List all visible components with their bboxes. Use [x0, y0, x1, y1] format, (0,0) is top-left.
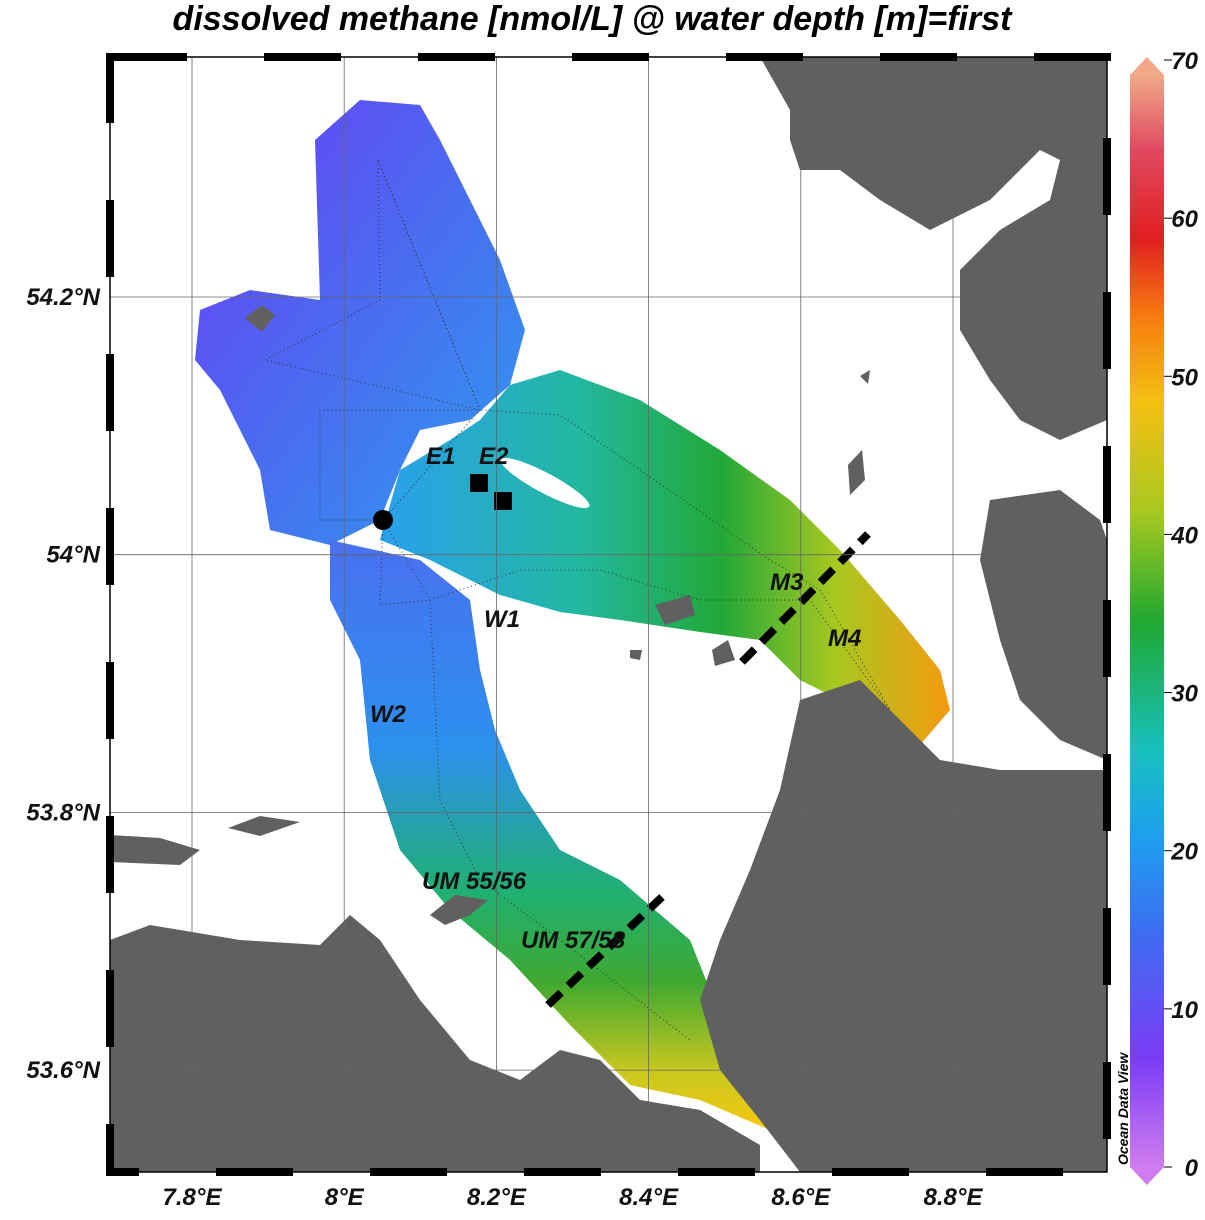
lon-tick-label: 8.4°E	[619, 1184, 679, 1211]
lat-tick-label: 54.2°N	[26, 284, 100, 311]
lat-tick-label: 53.6°N	[26, 1057, 100, 1084]
station-label: E1	[426, 443, 455, 470]
station-circle	[373, 510, 393, 530]
plume-south	[330, 540, 770, 1130]
colorbar-tick-label: 40	[1170, 522, 1198, 549]
colorbar-tick-label: 70	[1171, 48, 1198, 75]
lon-tick-label: 8.8°E	[924, 1184, 984, 1211]
station-label: W2	[370, 701, 407, 728]
lon-tick-label: 8°E	[325, 1184, 365, 1211]
cruise-track	[263, 159, 891, 1041]
colorbar-min-arrow	[1130, 1167, 1164, 1185]
colorbar-tick-label: 0	[1185, 1155, 1199, 1182]
station-labels: E1 E2 W1 W2 M3 M4 UM 55/56 UM 57/58	[370, 443, 861, 954]
lat-tick-label: 54°N	[46, 542, 100, 569]
station-square	[470, 474, 488, 492]
title: dissolved methane [nmol/L] @ water depth…	[173, 0, 1014, 38]
lon-tick-label: 8.6°E	[771, 1184, 831, 1211]
station-label: M3	[770, 569, 804, 596]
sandbank	[500, 457, 590, 509]
station-label: UM 57/58	[521, 927, 626, 954]
colorbar-tick-label: 60	[1171, 206, 1198, 233]
colorbar	[1130, 75, 1164, 1167]
station-label: W1	[484, 606, 520, 633]
graticule	[110, 57, 1107, 1172]
station-square	[494, 492, 512, 510]
plume-north	[195, 100, 525, 545]
colorbar-tick-label: 10	[1171, 997, 1198, 1024]
colorbar-max-arrow	[1130, 57, 1164, 75]
station-label: UM 55/56	[422, 868, 527, 895]
station-label: M4	[828, 625, 861, 652]
land	[110, 57, 1107, 1172]
colorbar-tick-label: 20	[1170, 839, 1198, 866]
lon-tick-label: 8.2°E	[467, 1184, 527, 1211]
station-label: E2	[479, 443, 509, 470]
transect	[739, 531, 871, 665]
lat-tick-label: 53.8°N	[26, 799, 100, 826]
colorbar-tick-label: 50	[1171, 364, 1198, 391]
watermark: Ocean Data View	[1115, 1052, 1131, 1165]
colorbar-tick-label: 30	[1171, 681, 1198, 708]
colorbar-ticks: 0 10 20 30 40 50 60 70	[1164, 48, 1199, 1182]
map-area: E1 E2 W1 W2 M3 M4 UM 55/56 UM 57/58	[110, 57, 1107, 1172]
axis-labels: 7.8°E 8°E 8.2°E 8.4°E 8.6°E 8.8°E 54.2°N 54°N 53…	[26, 284, 983, 1211]
frame-ticks	[106, 53, 1111, 1176]
lon-tick-label: 7.8°E	[163, 1184, 223, 1211]
